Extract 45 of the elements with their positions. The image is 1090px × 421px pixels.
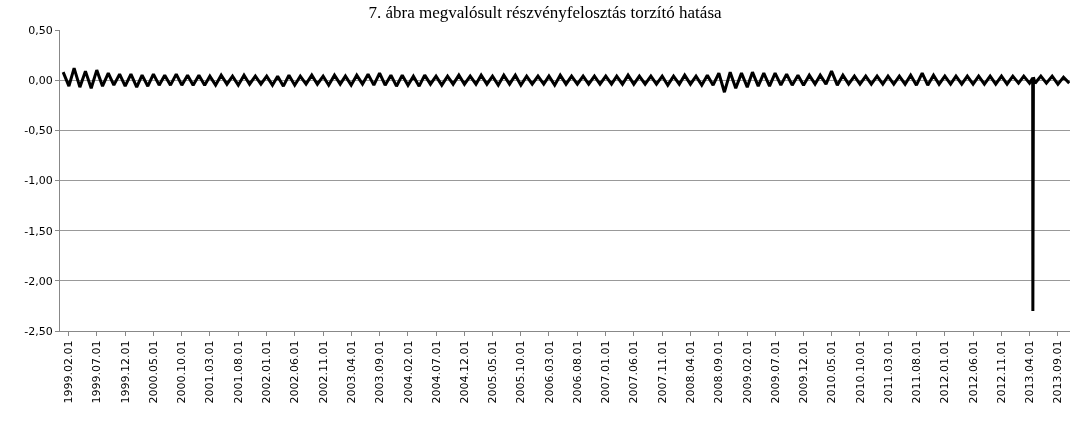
chart-title: 7. ábra megvalósult részvényfelosztás torzító hatása — [368, 3, 722, 23]
x-tick-label: 2009.02.01 — [740, 340, 754, 404]
x-tick-label: 2006.08.01 — [570, 340, 584, 404]
x-tick-label: 1999.02.01 — [62, 340, 76, 404]
x-tick-label: 2007.06.01 — [627, 340, 641, 404]
y-tick-label: -1,50 — [24, 224, 53, 238]
x-tick-label: 2009.07.01 — [768, 340, 782, 404]
x-tick-label: 2004.07.01 — [429, 340, 443, 404]
x-tick-label: 2013.04.01 — [1023, 340, 1037, 404]
y-tick-label: -0,50 — [24, 124, 53, 138]
x-tick-label: 2012.11.01 — [995, 340, 1009, 404]
x-tick-label: 2012.06.01 — [966, 340, 980, 404]
y-tick-label: 0,50 — [28, 23, 53, 37]
x-tick-label: 2011.03.01 — [881, 340, 895, 404]
x-tick-label: 2000.05.01 — [146, 340, 160, 404]
y-tick-label: -2,00 — [24, 274, 53, 288]
x-tick-label: 2007.01.01 — [599, 340, 613, 404]
x-tick-label: 2004.12.01 — [458, 340, 472, 404]
x-tick-label: 2008.04.01 — [684, 340, 698, 404]
x-tick-label: 1999.12.01 — [118, 340, 132, 404]
y-tick-label: -2,50 — [24, 324, 53, 338]
x-tick-label: 2002.06.01 — [288, 340, 302, 404]
x-tick-label: 2010.10.01 — [853, 340, 867, 404]
x-tick-label: 2001.03.01 — [203, 340, 217, 404]
y-tick-label: -1,00 — [24, 174, 53, 188]
x-tick-label: 2004.02.01 — [401, 340, 415, 404]
x-tick-label: 2003.09.01 — [373, 340, 387, 404]
x-tick-label: 2000.10.01 — [175, 340, 189, 404]
x-tick-label: 2009.12.01 — [797, 340, 811, 404]
x-tick-label: 2005.05.01 — [486, 340, 500, 404]
line-series — [61, 66, 1070, 313]
x-tick-label: 2008.09.01 — [712, 340, 726, 404]
x-tick-label: 2002.11.01 — [316, 340, 330, 404]
x-tick-label: 2003.04.01 — [344, 340, 358, 404]
x-tick-label: 1999.07.01 — [90, 340, 104, 404]
x-tick-label: 2011.08.01 — [910, 340, 924, 404]
x-tick-label: 2013.09.01 — [1051, 340, 1065, 404]
x-tick-label: 2005.10.01 — [514, 340, 528, 404]
x-tick-label: 2010.05.01 — [825, 340, 839, 404]
x-tick-label: 2012.01.01 — [938, 340, 952, 404]
x-tick-label: 2002.01.01 — [260, 340, 274, 404]
y-tick-label: 0,00 — [28, 74, 53, 88]
x-tick-label: 2001.08.01 — [231, 340, 245, 404]
x-tick-label: 2007.11.01 — [655, 340, 669, 404]
x-tick-label: 2006.03.01 — [542, 340, 556, 404]
